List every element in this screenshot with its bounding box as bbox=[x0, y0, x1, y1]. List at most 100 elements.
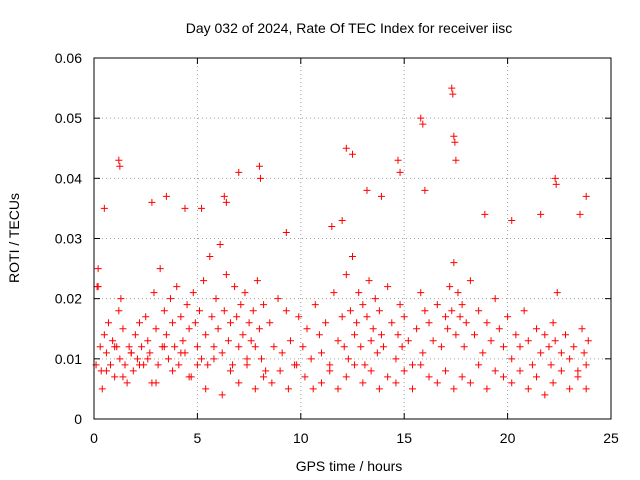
data-point bbox=[533, 325, 541, 333]
chart-title: Day 032 of 2024, Rate Of TEC Index for r… bbox=[186, 20, 513, 36]
data-point bbox=[116, 162, 124, 170]
data-point bbox=[278, 349, 286, 357]
data-point bbox=[109, 337, 117, 345]
data-point bbox=[258, 355, 266, 363]
data-point bbox=[212, 295, 220, 303]
data-point bbox=[123, 379, 131, 387]
data-point bbox=[169, 367, 177, 375]
data-point bbox=[326, 367, 334, 375]
data-point bbox=[340, 343, 348, 351]
data-point bbox=[282, 228, 290, 236]
data-point bbox=[107, 361, 115, 369]
data-point bbox=[307, 355, 315, 363]
data-point bbox=[458, 301, 466, 309]
data-point bbox=[156, 265, 164, 273]
data-point bbox=[508, 379, 516, 387]
data-point bbox=[580, 349, 588, 357]
data-point bbox=[355, 289, 363, 297]
data-point bbox=[220, 192, 228, 200]
data-point bbox=[135, 361, 143, 369]
data-point bbox=[274, 295, 282, 303]
data-point bbox=[342, 373, 350, 381]
data-point bbox=[138, 343, 146, 351]
data-point bbox=[351, 361, 359, 369]
data-point bbox=[452, 156, 460, 164]
data-point bbox=[419, 120, 427, 128]
data-point bbox=[111, 343, 119, 351]
data-point bbox=[181, 204, 189, 212]
data-point bbox=[437, 343, 445, 351]
data-point bbox=[357, 343, 365, 351]
data-point bbox=[169, 319, 177, 327]
data-point bbox=[164, 355, 172, 363]
data-point bbox=[578, 325, 586, 333]
x-tick-label: 10 bbox=[293, 430, 309, 446]
data-point bbox=[295, 313, 303, 321]
data-point bbox=[475, 307, 483, 315]
y-tick-label: 0.02 bbox=[55, 291, 82, 307]
data-point bbox=[185, 373, 193, 381]
data-point bbox=[566, 355, 574, 363]
data-point bbox=[202, 385, 210, 393]
data-point bbox=[235, 343, 243, 351]
data-point bbox=[96, 343, 104, 351]
data-point bbox=[574, 367, 582, 375]
data-point bbox=[533, 373, 541, 381]
data-point bbox=[349, 150, 356, 158]
data-point bbox=[311, 301, 319, 309]
data-point bbox=[152, 325, 160, 333]
data-point bbox=[344, 355, 352, 363]
data-point bbox=[408, 385, 416, 393]
data-point bbox=[260, 373, 268, 381]
data-point bbox=[127, 349, 135, 357]
data-point bbox=[334, 337, 342, 345]
data-point bbox=[483, 385, 491, 393]
data-point bbox=[582, 385, 590, 393]
data-point bbox=[396, 301, 404, 309]
data-point bbox=[260, 301, 268, 309]
data-point bbox=[551, 337, 559, 345]
data-point bbox=[315, 331, 323, 339]
data-point bbox=[471, 331, 479, 339]
data-point bbox=[524, 337, 532, 345]
data-point bbox=[394, 156, 402, 164]
data-point bbox=[193, 343, 201, 351]
data-point bbox=[359, 379, 367, 387]
data-point bbox=[251, 343, 259, 351]
data-point bbox=[574, 373, 582, 381]
data-point bbox=[191, 319, 199, 327]
data-point bbox=[94, 283, 102, 291]
data-point bbox=[125, 343, 133, 351]
data-point bbox=[553, 289, 561, 297]
data-point bbox=[115, 307, 123, 315]
data-point bbox=[442, 313, 450, 321]
data-point bbox=[421, 186, 429, 194]
data-point bbox=[334, 385, 342, 393]
data-point bbox=[363, 313, 371, 321]
data-point bbox=[545, 343, 553, 351]
data-point bbox=[185, 325, 193, 333]
data-point bbox=[241, 289, 249, 297]
data-point bbox=[218, 391, 226, 399]
data-point bbox=[460, 343, 468, 351]
data-point bbox=[309, 385, 317, 393]
data-point bbox=[369, 325, 377, 333]
data-point bbox=[367, 337, 375, 345]
data-point bbox=[210, 355, 218, 363]
data-point bbox=[195, 307, 203, 315]
data-point bbox=[495, 325, 503, 333]
data-point bbox=[504, 313, 512, 321]
data-point bbox=[508, 355, 516, 363]
data-point bbox=[512, 331, 520, 339]
data-point bbox=[255, 162, 263, 170]
data-point bbox=[516, 367, 524, 375]
data-point bbox=[233, 313, 241, 321]
data-point bbox=[256, 174, 264, 182]
data-point bbox=[349, 253, 356, 261]
data-point bbox=[262, 367, 270, 375]
data-point bbox=[171, 343, 179, 351]
data-point bbox=[226, 367, 234, 375]
y-tick-label: 0.04 bbox=[55, 170, 82, 186]
x-tick-label: 20 bbox=[500, 430, 516, 446]
data-point bbox=[129, 367, 137, 375]
